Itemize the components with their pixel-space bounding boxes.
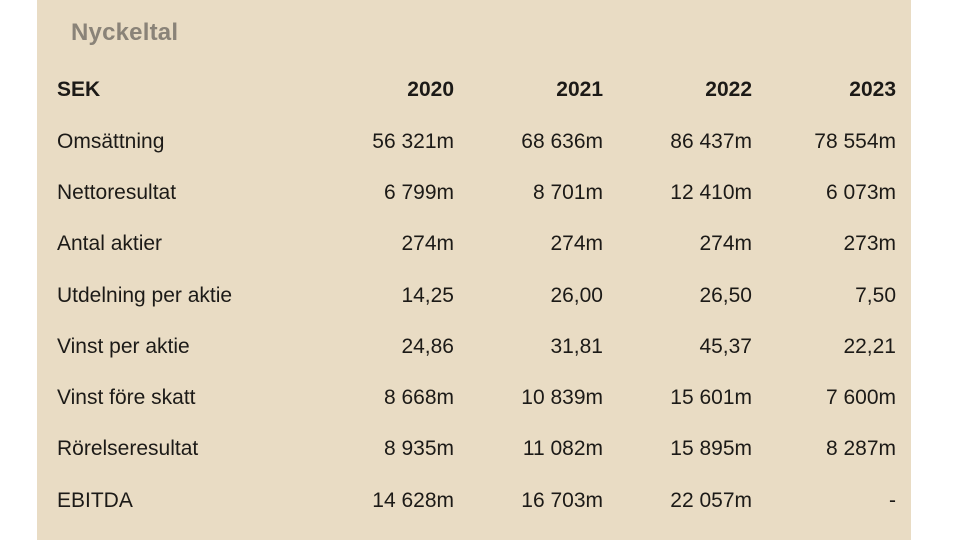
row-label: Vinst före skatt <box>57 386 196 410</box>
cell-value: - <box>889 488 896 512</box>
cell-value: 68 636m <box>521 129 603 153</box>
table-row: Rörelseresultat 8 935m 11 082m 15 895m 8… <box>57 424 896 475</box>
cell-value: 22 057m <box>670 488 752 512</box>
row-label: Vinst per aktie <box>57 334 190 358</box>
column-header-year: 2021 <box>556 78 603 101</box>
row-label: Antal aktier <box>57 232 163 256</box>
cell-value: 15 895m <box>670 437 752 461</box>
cell-value: 8 287m <box>825 437 896 461</box>
cell-value: 24,86 <box>401 334 454 358</box>
row-label: Rörelseresultat <box>57 437 199 461</box>
cell-value: 274m <box>550 232 603 256</box>
cell-value: 10 839m <box>521 386 603 410</box>
column-header-year: 2020 <box>407 78 454 101</box>
cell-value: 26,00 <box>550 283 603 307</box>
row-label: Nettoresultat <box>57 180 177 204</box>
table-row: Utdelning per aktie 14,25 26,00 26,50 7,… <box>57 270 896 321</box>
cell-value: 274m <box>401 232 454 256</box>
cell-value: 45,37 <box>699 334 752 358</box>
table-row: Antal aktier 274m 274m 274m 273m <box>57 219 896 270</box>
column-header-year: 2022 <box>705 78 752 101</box>
cell-value: 7,50 <box>855 283 896 307</box>
table-row: Vinst per aktie 24,86 31,81 45,37 22,21 <box>57 321 896 372</box>
cell-value: 56 321m <box>372 129 454 153</box>
cell-value: 8 701m <box>532 180 603 204</box>
panel-title: Nyckeltal <box>71 19 179 46</box>
cell-value: 14 628m <box>372 488 454 512</box>
row-label: Omsättning <box>57 129 165 153</box>
cell-value: 22,21 <box>843 334 896 358</box>
row-label: Utdelning per aktie <box>57 283 233 307</box>
row-label: EBITDA <box>57 488 133 512</box>
column-header-currency: SEK <box>57 78 101 101</box>
cell-value: 8 935m <box>383 437 454 461</box>
cell-value: 274m <box>699 232 752 256</box>
table-row: Nettoresultat 6 799m 8 701m 12 410m 6 07… <box>57 167 896 218</box>
column-header-year: 2023 <box>849 78 896 101</box>
cell-value: 273m <box>843 232 896 256</box>
cell-value: 86 437m <box>670 129 752 153</box>
cell-value: 8 668m <box>383 386 454 410</box>
cell-value: 31,81 <box>550 334 603 358</box>
table-row: Omsättning 56 321m 68 636m 86 437m 78 55… <box>57 116 896 167</box>
key-figures-panel: Nyckeltal SEK 2020 2021 2022 2023 Omsätt… <box>37 0 911 540</box>
cell-value: 6 073m <box>825 180 896 204</box>
table-row: EBITDA 14 628m 16 703m 22 057m - <box>57 475 896 526</box>
table-row: Vinst före skatt 8 668m 10 839m 15 601m … <box>57 372 896 423</box>
table-header-row: SEK 2020 2021 2022 2023 <box>57 64 896 116</box>
cell-value: 14,25 <box>401 283 454 307</box>
cell-value: 15 601m <box>670 386 752 410</box>
cell-value: 7 600m <box>825 386 896 410</box>
cell-value: 6 799m <box>383 180 454 204</box>
cell-value: 16 703m <box>521 488 603 512</box>
cell-value: 78 554m <box>814 129 896 153</box>
key-figures-table: SEK 2020 2021 2022 2023 Omsättning 56 32… <box>57 64 896 526</box>
cell-value: 12 410m <box>670 180 752 204</box>
cell-value: 11 082m <box>522 437 603 461</box>
cell-value: 26,50 <box>699 283 752 307</box>
